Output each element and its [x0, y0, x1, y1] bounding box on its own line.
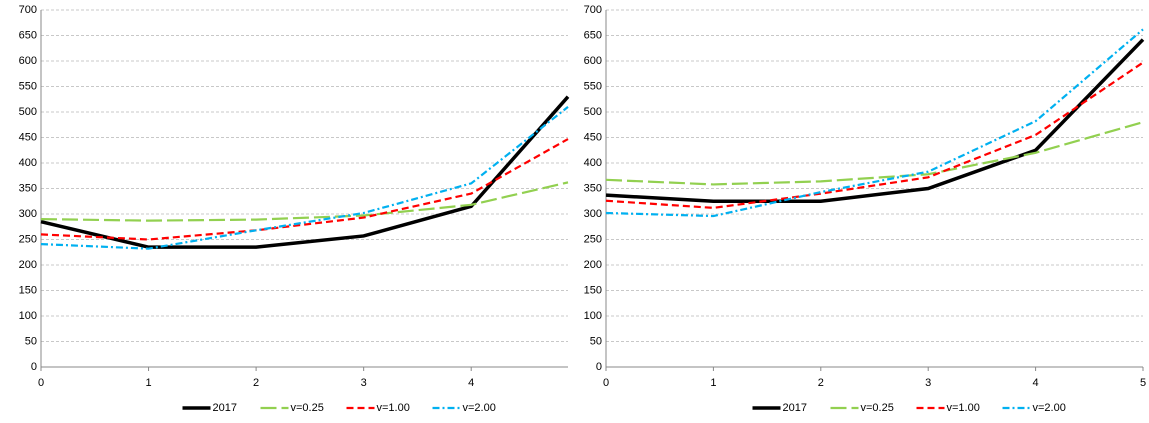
legend-label: v=1.00	[377, 402, 410, 414]
series-line	[605, 28, 1144, 218]
x-tick-label: 2	[253, 377, 259, 389]
y-tick-label: 50	[25, 335, 37, 347]
y-tick-label: 650	[584, 29, 602, 41]
x-tick-label: 4	[468, 377, 474, 389]
x-tick-label: 3	[925, 377, 931, 389]
legend-label: v=2.00	[1033, 402, 1066, 414]
x-tick-label: 3	[361, 377, 367, 389]
y-tick-label: 0	[596, 361, 602, 373]
legend-label: 2017	[213, 402, 237, 414]
x-tick-label: 2	[818, 377, 824, 389]
series-line	[40, 181, 569, 222]
y-tick-label: 300	[584, 208, 602, 220]
y-tick-label: 200	[19, 259, 37, 271]
y-tick-label: 350	[584, 182, 602, 194]
y-tick-label: 600	[19, 55, 37, 67]
legend-label: v=0.25	[291, 402, 324, 414]
x-tick-label: 1	[710, 377, 716, 389]
x-tick-label: 4	[1033, 377, 1039, 389]
series-line	[605, 38, 1145, 203]
y-tick-label: 450	[19, 131, 37, 143]
x-tick-label: 0	[38, 377, 44, 389]
series-line	[40, 95, 570, 249]
y-tick-label: 700	[584, 4, 602, 16]
y-tick-label: 200	[584, 259, 602, 271]
series-line	[605, 61, 1144, 209]
y-tick-label: 500	[19, 106, 37, 118]
y-tick-label: 700	[19, 4, 37, 16]
y-tick-label: 400	[19, 157, 37, 169]
y-tick-label: 250	[19, 233, 37, 245]
x-tick-label: 1	[145, 377, 151, 389]
x-tick-label: 5	[1140, 377, 1146, 389]
series-line	[605, 121, 1144, 186]
y-tick-label: 450	[584, 131, 602, 143]
y-tick-label: 400	[584, 157, 602, 169]
series-line	[40, 106, 569, 250]
series-line	[40, 138, 569, 241]
legend-label: v=2.00	[463, 402, 496, 414]
y-tick-label: 600	[584, 55, 602, 67]
y-tick-label: 650	[19, 29, 37, 41]
legend-label: v=1.00	[947, 402, 980, 414]
y-tick-label: 100	[584, 310, 602, 322]
y-tick-label: 500	[584, 106, 602, 118]
y-tick-label: 100	[19, 310, 37, 322]
x-tick-label: 0	[603, 377, 609, 389]
y-tick-label: 250	[584, 233, 602, 245]
y-tick-label: 300	[19, 208, 37, 220]
y-tick-label: 150	[584, 284, 602, 296]
y-tick-label: 550	[19, 80, 37, 92]
y-tick-label: 150	[19, 284, 37, 296]
legend-label: 2017	[783, 402, 807, 414]
y-tick-label: 550	[584, 80, 602, 92]
y-tick-label: 0	[31, 361, 37, 373]
y-tick-label: 350	[19, 182, 37, 194]
legend-label: v=0.25	[861, 402, 894, 414]
y-tick-label: 50	[590, 335, 602, 347]
